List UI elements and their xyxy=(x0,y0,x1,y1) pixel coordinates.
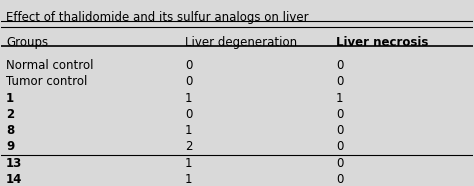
Text: Tumor control: Tumor control xyxy=(6,75,88,88)
Text: 14: 14 xyxy=(6,173,22,186)
Text: 0: 0 xyxy=(336,108,343,121)
Text: 0: 0 xyxy=(185,59,192,72)
Text: 0: 0 xyxy=(336,157,343,170)
Text: 1: 1 xyxy=(185,173,192,186)
Text: 2: 2 xyxy=(185,140,192,153)
Text: 0: 0 xyxy=(336,140,343,153)
Text: 0: 0 xyxy=(336,173,343,186)
Text: Liver necrosis: Liver necrosis xyxy=(336,36,428,49)
Text: 1: 1 xyxy=(185,124,192,137)
Text: 0: 0 xyxy=(185,108,192,121)
Text: 13: 13 xyxy=(6,157,22,170)
Text: Normal control: Normal control xyxy=(6,59,93,72)
Text: 1: 1 xyxy=(185,157,192,170)
Text: 1: 1 xyxy=(336,92,344,105)
Text: Effect of thalidomide and its sulfur analogs on liver: Effect of thalidomide and its sulfur ana… xyxy=(6,11,309,24)
Text: 0: 0 xyxy=(336,59,343,72)
Text: 0: 0 xyxy=(336,124,343,137)
Text: 0: 0 xyxy=(336,75,343,88)
Text: 2: 2 xyxy=(6,108,14,121)
Text: Liver degeneration: Liver degeneration xyxy=(185,36,297,49)
Text: 9: 9 xyxy=(6,140,14,153)
Text: 8: 8 xyxy=(6,124,14,137)
Text: 0: 0 xyxy=(185,75,192,88)
Text: 1: 1 xyxy=(6,92,14,105)
Text: 1: 1 xyxy=(185,92,192,105)
Text: Groups: Groups xyxy=(6,36,48,49)
